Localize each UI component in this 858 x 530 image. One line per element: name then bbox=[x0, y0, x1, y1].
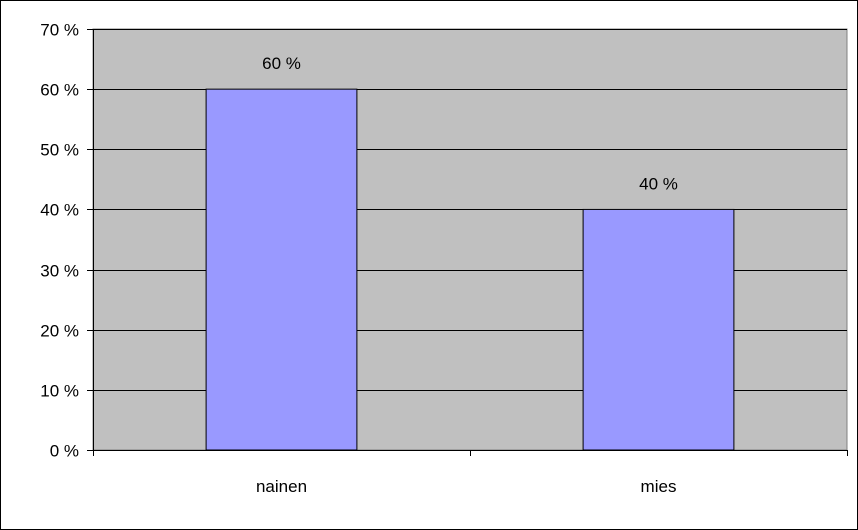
data-label-mies: 40 % bbox=[639, 174, 678, 193]
x-tick-label-nainen: nainen bbox=[256, 477, 307, 496]
y-tick-label: 50 % bbox=[40, 141, 79, 160]
x-tick-label-mies: mies bbox=[641, 477, 677, 496]
bar-nainen bbox=[205, 88, 358, 451]
bars bbox=[205, 88, 735, 451]
y-tick-label: 40 % bbox=[40, 201, 79, 220]
bar-mies bbox=[582, 208, 735, 451]
y-tick-label: 20 % bbox=[40, 322, 79, 341]
y-tick-label: 70 % bbox=[40, 21, 79, 40]
labels: 0 % 10 % 20 % 30 % 40 % 50 % 60 % 70 % 60 % naine… bbox=[40, 21, 678, 497]
y-tick-label: 30 % bbox=[40, 262, 79, 281]
y-tick-label: 0 % bbox=[50, 442, 79, 461]
axes bbox=[87, 29, 848, 456]
data-label-nainen: 60 % bbox=[262, 54, 301, 73]
y-tick-label: 10 % bbox=[40, 382, 79, 401]
y-tick-label: 60 % bbox=[40, 81, 79, 100]
